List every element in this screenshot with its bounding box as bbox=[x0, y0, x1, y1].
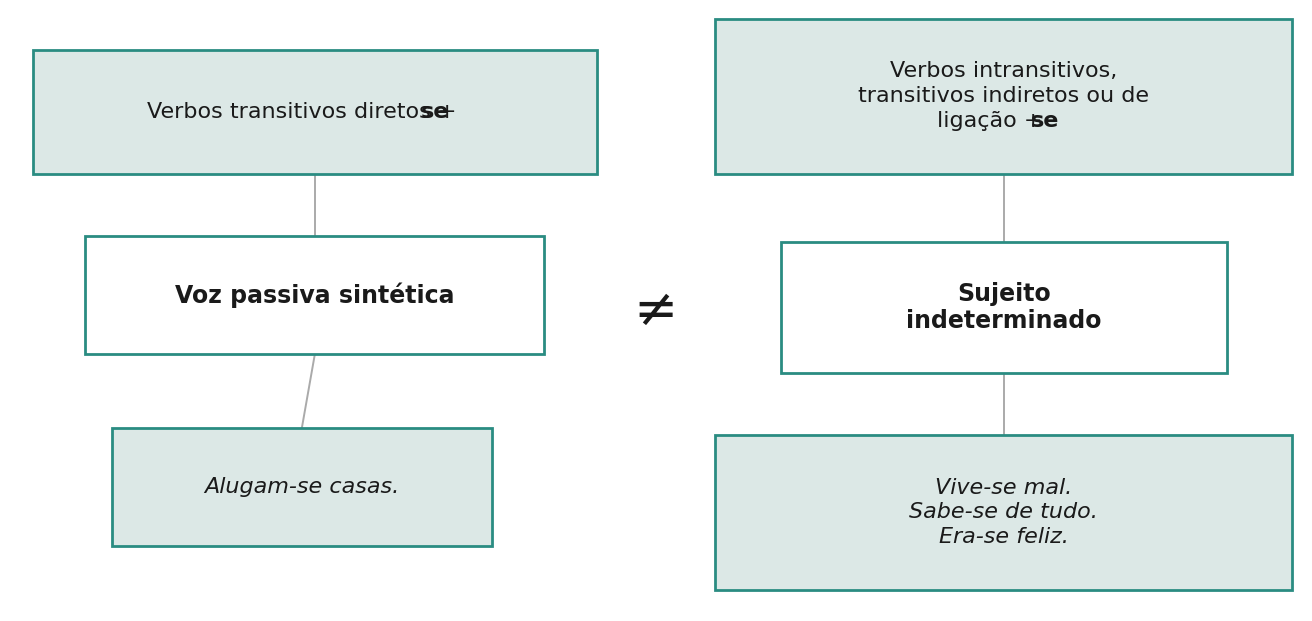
Text: se: se bbox=[421, 102, 450, 122]
FancyBboxPatch shape bbox=[715, 19, 1292, 174]
FancyBboxPatch shape bbox=[112, 428, 492, 546]
Text: Verbos intransitivos,: Verbos intransitivos, bbox=[890, 61, 1118, 81]
Text: Era-se feliz.: Era-se feliz. bbox=[939, 527, 1068, 547]
Text: Alugam-se casas.: Alugam-se casas. bbox=[205, 478, 399, 497]
Text: Verbos transitivos diretos +: Verbos transitivos diretos + bbox=[147, 102, 463, 122]
FancyBboxPatch shape bbox=[33, 50, 597, 174]
FancyBboxPatch shape bbox=[715, 435, 1292, 590]
Text: transitivos indiretos ou de: transitivos indiretos ou de bbox=[858, 86, 1149, 106]
FancyBboxPatch shape bbox=[85, 236, 544, 354]
Text: ligação +: ligação + bbox=[938, 111, 1050, 131]
FancyBboxPatch shape bbox=[781, 242, 1227, 373]
Text: Voz passiva sintética: Voz passiva sintética bbox=[174, 282, 455, 308]
Text: Sujeito: Sujeito bbox=[956, 282, 1051, 306]
Text: Sabe-se de tudo.: Sabe-se de tudo. bbox=[909, 502, 1098, 522]
Text: se: se bbox=[1031, 111, 1060, 131]
Text: ≠: ≠ bbox=[634, 284, 678, 337]
Text: Vive-se mal.: Vive-se mal. bbox=[935, 478, 1072, 497]
Text: indeterminado: indeterminado bbox=[905, 309, 1102, 333]
